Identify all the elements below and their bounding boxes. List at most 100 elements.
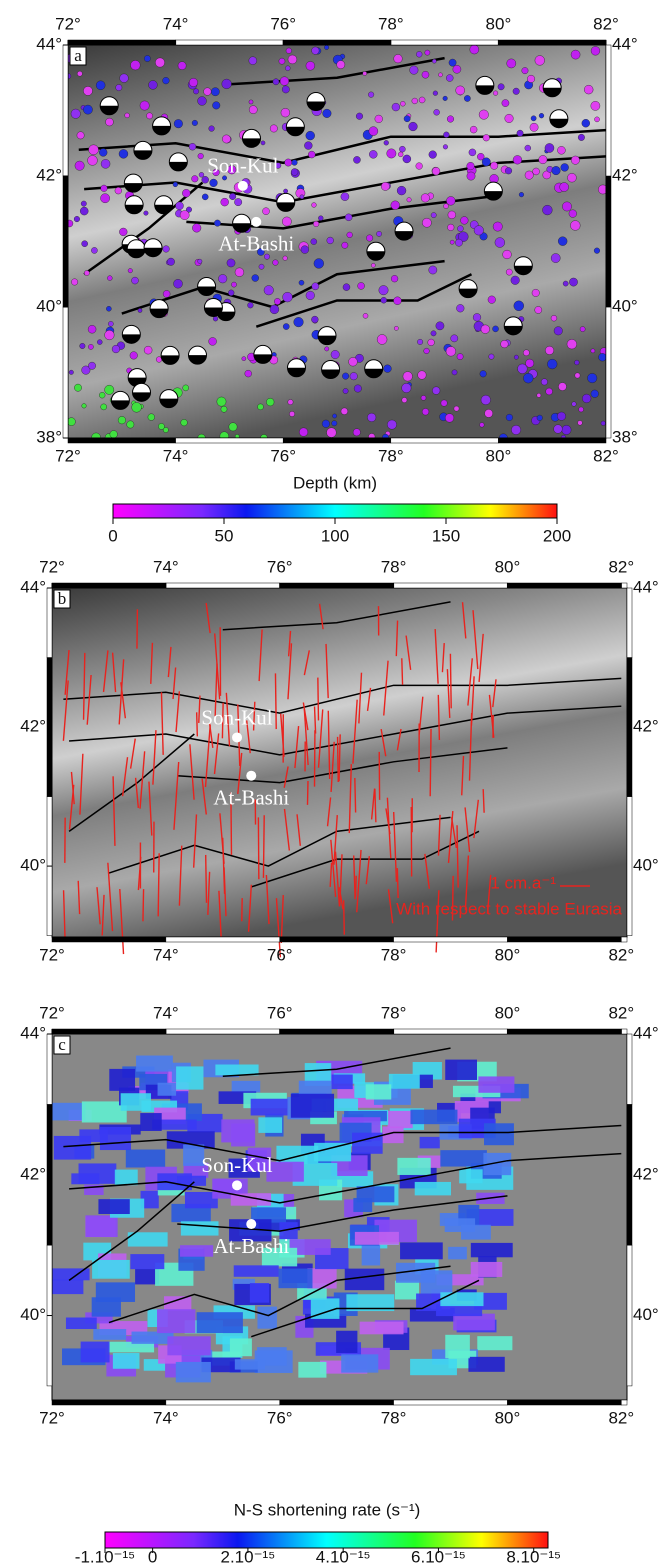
earthquake [550, 315, 558, 322]
earthquake [285, 47, 292, 54]
earthquake [188, 143, 197, 151]
earthquake [118, 149, 129, 159]
earthquake [105, 117, 114, 127]
velocity-arrow [405, 635, 412, 670]
earthquake [180, 419, 188, 427]
place-marker [246, 1219, 257, 1230]
earthquake [430, 212, 437, 219]
earthquake [74, 160, 85, 171]
earthquake [208, 125, 215, 132]
earthquake [251, 274, 259, 282]
earthquake [432, 386, 441, 395]
earthquake [262, 207, 270, 215]
focal-mechanism [100, 105, 119, 115]
fault [229, 56, 445, 86]
earthquake [492, 221, 503, 232]
earthquake [487, 295, 496, 304]
velocity-arrow [441, 643, 445, 673]
rate-cell [290, 1093, 335, 1118]
earthquake [355, 112, 363, 120]
earthquake [137, 308, 143, 313]
rate-cell [141, 1100, 178, 1113]
velocity-arrow [195, 712, 199, 737]
earthquake [368, 126, 379, 136]
earthquake [374, 114, 383, 124]
earthquake [468, 148, 477, 157]
rate-cell [310, 1298, 340, 1319]
earthquake [455, 238, 463, 247]
frame-segment [390, 437, 499, 444]
earthquake [500, 340, 509, 349]
earthquake [479, 370, 487, 378]
velocity-arrow [472, 610, 479, 670]
velocity-arrow [68, 784, 75, 830]
earthquake [466, 162, 475, 171]
earthquake [79, 206, 89, 216]
earthquake [282, 216, 292, 227]
earthquake [482, 134, 490, 142]
colorbar-tick-label: 8.10⁻¹⁵ [506, 1547, 561, 1566]
earthquake [226, 258, 236, 268]
rate-cell [52, 1102, 86, 1121]
velocity-arrow [330, 839, 337, 897]
earthquake [308, 150, 316, 159]
earthquake [95, 80, 106, 91]
earthquake [357, 282, 365, 290]
earthquake [290, 168, 299, 176]
earthquake [504, 167, 513, 175]
earthquake [300, 245, 309, 254]
earthquake [247, 302, 254, 309]
earthquake [326, 236, 334, 245]
earthquake [248, 105, 258, 114]
x-tick-label: 82° [608, 557, 634, 576]
earthquake [446, 74, 454, 82]
focal-mechanism [475, 85, 494, 95]
velocity-arrow [214, 663, 218, 717]
earthquake [534, 55, 545, 66]
earthquake [590, 101, 601, 111]
earthquake [594, 116, 600, 123]
earthquake [570, 49, 581, 60]
earthquake [423, 347, 430, 354]
x-tick-label: 78° [381, 557, 407, 576]
fault [108, 816, 451, 874]
velocity-arrow [338, 887, 344, 910]
earthquake [97, 339, 103, 345]
velocity-arrow [262, 815, 265, 878]
earthquake [129, 351, 138, 360]
earthquake [68, 369, 74, 375]
earthquake [408, 121, 418, 132]
earthquake [531, 288, 540, 297]
earthquake [435, 321, 445, 331]
frame-segment [51, 582, 167, 589]
velocity-arrow [318, 603, 324, 630]
velocity-arrow [79, 753, 84, 815]
x-tick-label: 78° [378, 446, 404, 465]
place-marker [246, 770, 257, 781]
earthquake [67, 417, 76, 426]
scale-label: 1 cm.a⁻¹ [490, 873, 556, 892]
velocity-arrow [317, 677, 320, 721]
earthquake [210, 87, 220, 97]
earthquake [536, 393, 542, 398]
earthquake [175, 201, 184, 211]
colorbar-tick-label: 2.10⁻¹⁵ [221, 1547, 276, 1566]
earthquake [559, 182, 569, 192]
velocity-arrow [148, 781, 153, 836]
earthquake [431, 167, 441, 176]
earthquake [492, 325, 499, 333]
velocity-arrow [348, 764, 352, 834]
velocity-arrow [120, 682, 127, 719]
rate-cell [266, 1161, 304, 1182]
rate-cell [127, 1232, 168, 1247]
earthquake [480, 394, 491, 405]
x-tick-label: 76° [270, 446, 296, 465]
earthquake [529, 122, 539, 132]
earthquake [99, 392, 106, 399]
velocity-arrow [325, 643, 329, 699]
frame-segment [507, 582, 622, 589]
velocity-arrow [129, 738, 136, 769]
rate-cell [483, 1152, 512, 1176]
earthquake [173, 279, 183, 289]
rate-cell [470, 1261, 503, 1277]
